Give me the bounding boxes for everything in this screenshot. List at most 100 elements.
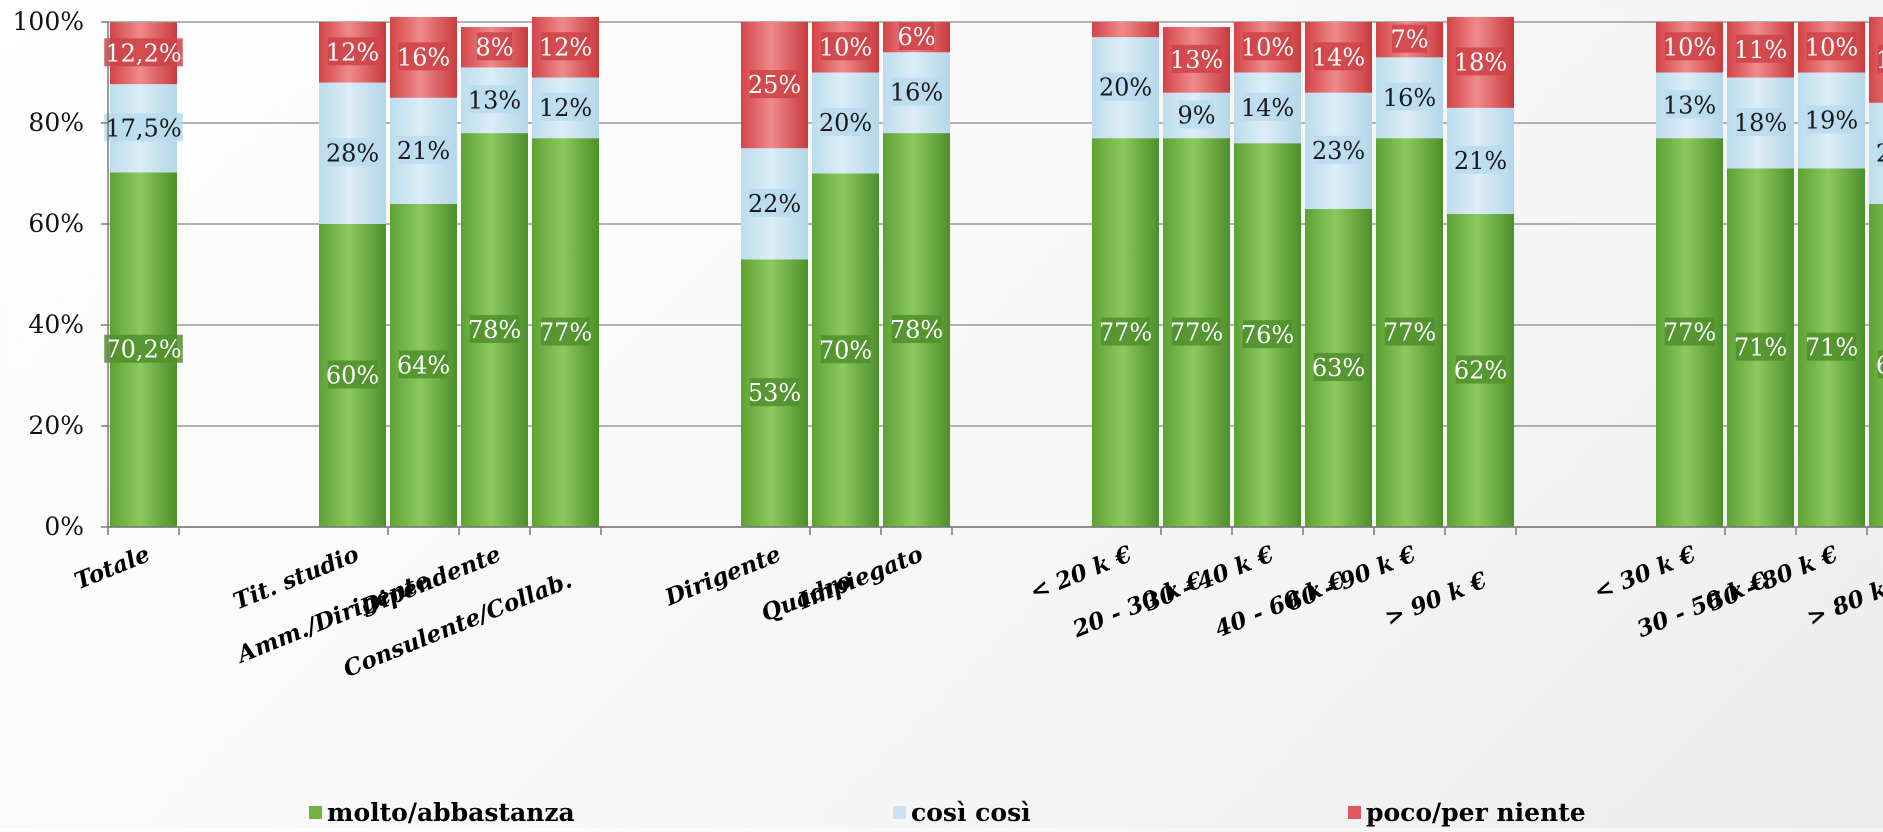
data-label-2-1: 12% [326,38,379,66]
data-label-bg-1-0 [104,113,183,142]
data-label-1-15: 18% [1734,109,1787,137]
y-tick-label: 40% [28,310,84,339]
data-label-2-9: 13% [1170,46,1223,74]
data-label-1-10: 14% [1241,94,1294,122]
data-label-0-6: 70% [819,336,872,364]
bar-segment-1-17 [1869,102,1883,204]
legend-item-molto: molto/abbastanza [309,798,575,827]
data-label-0-0: 70,2% [105,336,181,364]
bars-layer [110,16,1883,528]
data-label-1-14: 13% [1663,91,1716,119]
legend-swatch-blue [893,806,906,819]
legend-label-molto: molto/abbastanza [327,798,575,827]
data-label-bg-1-1 [327,138,378,167]
data-label-0-10: 76% [1241,321,1294,349]
data-label-bg-1-6 [820,108,871,136]
data-label-bg-2-9 [1171,44,1222,73]
data-label-0-9: 77% [1170,319,1223,347]
data-label-bg-0-3 [469,315,520,344]
data-label-bg-2-4 [540,32,591,61]
data-label-0-7: 78% [890,316,943,344]
legend-label-cosi: così così [911,798,1031,827]
data-label-bg-2-6 [820,32,871,61]
legend-swatch-green [309,806,322,819]
data-label-bg-0-11 [1313,352,1364,381]
data-label-bg-0-12 [1384,317,1435,346]
data-label-2-4: 12% [539,33,592,61]
data-label-0-1: 60% [326,362,379,390]
y-tick-label: 0% [44,512,84,541]
y-tick-label: 100% [13,7,84,36]
data-label-2-11: 14% [1312,43,1365,71]
data-label-2-2: 16% [397,43,450,71]
data-label-bg-0-7 [891,315,942,344]
data-label-bg-1-15 [1735,108,1786,136]
data-label-0-3: 78% [468,316,521,344]
data-label-bg-1-13 [1455,145,1506,174]
data-label-bg-2-5 [749,70,800,99]
data-label-bg-1-10 [1242,92,1293,121]
data-label-2-6: 10% [819,33,872,61]
data-label-bg-0-13 [1455,355,1506,384]
data-label-1-7: 16% [890,79,943,107]
data-label-bg-1-9 [1179,100,1214,129]
data-label-1-16: 19% [1805,106,1858,134]
data-label-bg-1-11 [1313,135,1364,164]
legend: molto/abbastanza così così poco/per nien… [0,798,1883,828]
data-label-1-9: 9% [1177,101,1215,129]
data-label-bg-2-16 [1806,32,1857,61]
data-label-bg-1-12 [1384,82,1435,111]
data-label-0-2: 64% [397,351,450,379]
data-label-1-13: 21% [1454,147,1507,175]
data-label-bg-0-17 [1877,350,1883,379]
data-label-bg-0-8 [1100,317,1151,346]
data-label-bg-2-2 [398,42,449,71]
data-label-2-12: 7% [1390,26,1428,54]
data-label-bg-2-3 [477,32,512,61]
data-label-bg-1-14 [1664,90,1715,119]
y-tick-label: 60% [28,209,84,238]
data-label-bg-0-2 [398,350,449,379]
data-label-0-4: 77% [539,319,592,347]
data-label-2-5: 25% [748,71,801,99]
data-label-bg-0-4 [540,317,591,346]
legend-swatch-red [1348,806,1361,819]
data-label-bg-1-3 [469,85,520,114]
data-label-bg-2-13 [1455,47,1506,76]
data-label-0-16: 71% [1805,334,1858,362]
data-label-bg-1-8 [1100,72,1151,101]
data-label-bg-0-1 [327,360,378,389]
data-label-1-8: 20% [1099,74,1152,102]
data-label-0-17: 64% [1876,351,1883,379]
y-tick-label: 80% [28,108,84,137]
data-label-0-12: 77% [1383,319,1436,347]
legend-label-poco: poco/per niente [1366,798,1586,827]
data-label-bg-2-0 [104,38,183,67]
data-label-1-2: 21% [397,137,450,165]
data-label-1-12: 16% [1383,84,1436,112]
data-label-1-6: 20% [819,109,872,137]
data-label-bg-0-14 [1664,317,1715,346]
data-label-2-3: 8% [475,33,513,61]
data-label-1-3: 13% [468,86,521,114]
data-label-0-15: 71% [1734,334,1787,362]
data-label-2-0: 12,2% [105,39,181,67]
data-label-2-14: 10% [1663,33,1716,61]
data-label-bg-0-5 [749,378,800,407]
data-label-bg-1-16 [1806,105,1857,134]
data-label-bg-2-11 [1313,42,1364,71]
data-label-bg-0-10 [1242,320,1293,349]
bar-segment-0-17 [1869,203,1883,528]
data-label-2-15: 11% [1734,36,1787,64]
data-label-bg-2-17 [1877,44,1883,73]
data-label-0-14: 77% [1663,319,1716,347]
data-labels-layer: 70,2% 17,5% 12,2% 60% 28% 12% 64% 21% 16% 78% 13% 8… [104,22,1883,407]
data-label-2-17: 17% [1876,46,1883,74]
data-label-0-13: 62% [1454,356,1507,384]
data-label-0-11: 63% [1312,354,1365,382]
data-label-bg-1-7 [891,77,942,106]
data-label-bg-0-0 [104,334,183,363]
data-label-bg-0-16 [1806,332,1857,361]
data-label-1-1: 28% [326,139,379,167]
